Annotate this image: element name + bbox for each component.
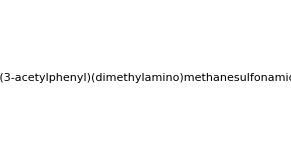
Text: N-(3-acetylphenyl)(dimethylamino)methanesulfonamide: N-(3-acetylphenyl)(dimethylamino)methane… <box>0 73 291 83</box>
